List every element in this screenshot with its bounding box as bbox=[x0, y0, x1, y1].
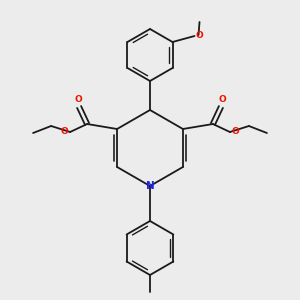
Text: O: O bbox=[232, 127, 240, 136]
Text: O: O bbox=[74, 95, 82, 104]
Text: O: O bbox=[218, 95, 226, 104]
Text: O: O bbox=[196, 32, 203, 40]
Text: N: N bbox=[146, 181, 154, 191]
Text: O: O bbox=[60, 127, 68, 136]
